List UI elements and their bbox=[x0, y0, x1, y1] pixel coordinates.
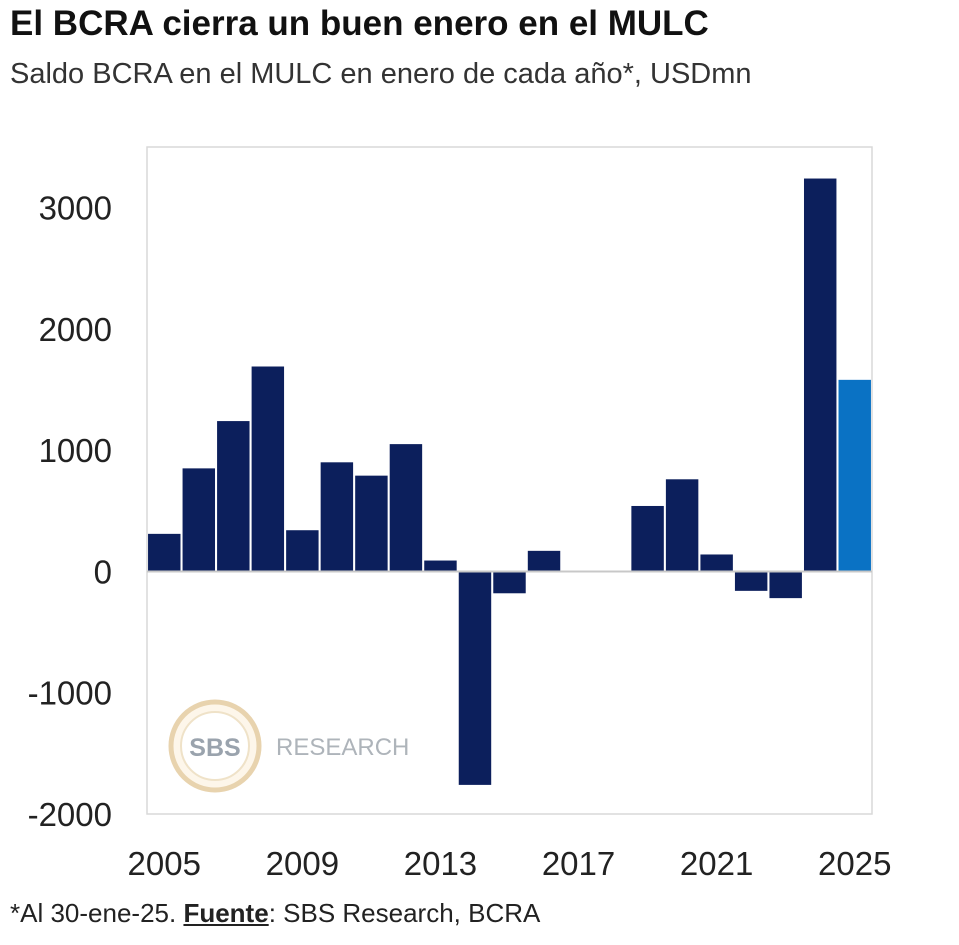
y-axis-ticks: -2000 -1000 0 1000 2000 3000 bbox=[28, 190, 112, 833]
x-axis-ticks: 2005 2009 2013 2017 2021 2025 bbox=[128, 845, 892, 882]
x-tick-label: 2025 bbox=[818, 845, 891, 882]
x-tick-label: 2005 bbox=[128, 845, 201, 882]
y-tick-label: 2000 bbox=[39, 311, 112, 348]
x-tick-label: 2017 bbox=[542, 845, 615, 882]
bar-2005 bbox=[148, 533, 181, 572]
chart-title: El BCRA cierra un buen enero en el MULC bbox=[10, 4, 709, 43]
bar-2006 bbox=[182, 468, 216, 572]
footnote-prefix: *Al 30-ene-25. bbox=[10, 898, 184, 928]
y-tick-label: 3000 bbox=[39, 190, 112, 227]
x-tick-label: 2021 bbox=[680, 845, 753, 882]
bar-2012 bbox=[389, 444, 423, 572]
y-tick-label: 0 bbox=[94, 553, 112, 590]
watermark: SBS RESEARCH bbox=[168, 699, 409, 793]
watermark-text: RESEARCH bbox=[276, 734, 409, 761]
chart-subtitle: Saldo BCRA en el MULC en enero de cada a… bbox=[10, 58, 752, 90]
bar-2020 bbox=[665, 479, 699, 572]
bar-2011 bbox=[355, 475, 388, 572]
bar-2009 bbox=[286, 530, 319, 572]
bar-2013 bbox=[424, 560, 457, 572]
bar-2019 bbox=[631, 505, 664, 572]
footnote-source-text: : SBS Research, BCRA bbox=[268, 898, 541, 928]
bar-2024 bbox=[803, 178, 837, 572]
y-tick-label: -2000 bbox=[28, 796, 112, 833]
bars bbox=[148, 178, 871, 785]
y-tick-label: -1000 bbox=[28, 675, 112, 712]
plot-frame bbox=[146, 146, 873, 815]
bar-2021 bbox=[700, 554, 733, 572]
bar-2008 bbox=[251, 366, 285, 572]
watermark-badge: SBS bbox=[189, 734, 240, 762]
bar-chart: SBS RESEARCH -2000 -1000 0 1000 2000 3000 200… bbox=[28, 146, 892, 882]
bar-2007 bbox=[217, 421, 250, 572]
bar-2015 bbox=[493, 571, 526, 594]
watermark-ring-inner bbox=[180, 711, 250, 781]
x-tick-label: 2013 bbox=[404, 845, 477, 882]
bar-2010 bbox=[320, 462, 354, 572]
x-tick-label: 2009 bbox=[266, 845, 339, 882]
bar-2016 bbox=[527, 550, 561, 572]
bar-2022 bbox=[734, 571, 768, 591]
footnote: *Al 30-ene-25. Fuente: SBS Research, BCR… bbox=[10, 898, 540, 929]
y-tick-label: 1000 bbox=[39, 432, 112, 469]
bar-2023 bbox=[769, 571, 802, 599]
footnote-source-label: Fuente bbox=[183, 898, 269, 928]
bar-2014 bbox=[458, 571, 492, 785]
bar-2025 bbox=[838, 379, 871, 572]
